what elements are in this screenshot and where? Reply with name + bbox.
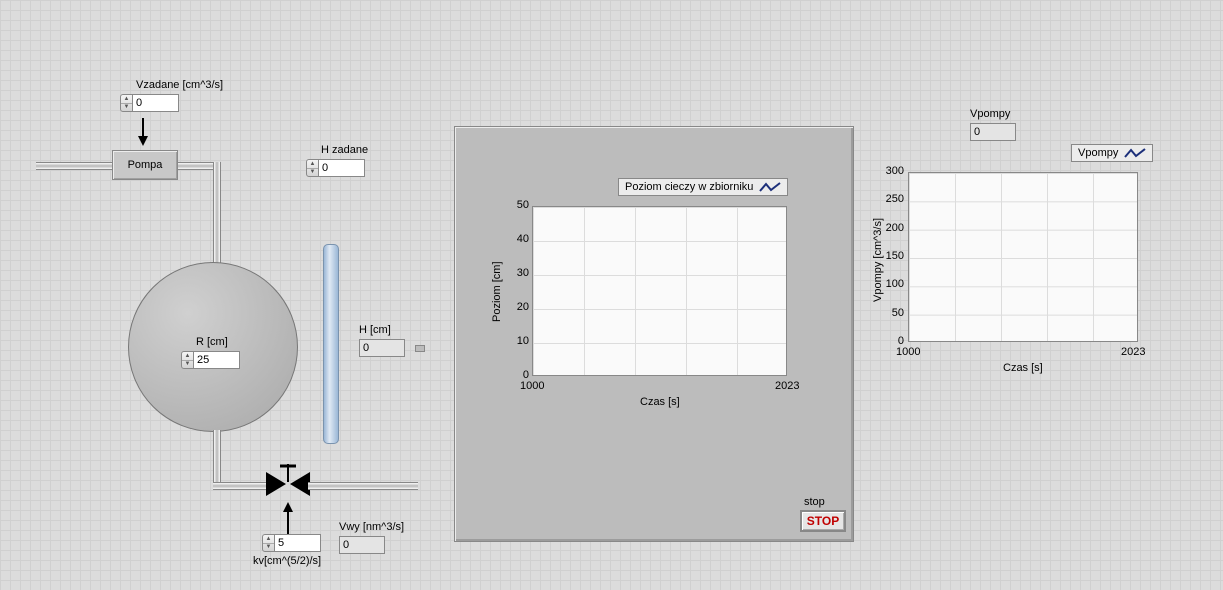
stop-label: stop <box>804 496 825 508</box>
decrement-icon[interactable]: ▼ <box>263 544 274 552</box>
main-xlabel: Czas [s] <box>640 396 680 408</box>
vpompy-indicator: 0 <box>970 123 1016 141</box>
vzadane-label: Vzadane [cm^3/s] <box>136 79 223 91</box>
level-tube <box>323 244 339 444</box>
slider-grip[interactable] <box>415 345 425 352</box>
arrow-down-icon <box>138 136 148 146</box>
main-legend-label: Poziom cieczy w zbiorniku <box>625 181 753 193</box>
arrow-stem <box>142 118 144 138</box>
ytick: 10 <box>511 335 529 347</box>
legend-line-icon <box>759 181 781 193</box>
increment-icon[interactable]: ▲ <box>307 160 318 169</box>
r-value[interactable]: 25 <box>194 351 240 369</box>
legend-line-icon <box>1124 147 1146 159</box>
h-value: 0 <box>359 339 405 357</box>
ytick: 50 <box>511 199 529 211</box>
ytick: 150 <box>882 250 904 262</box>
increment-icon[interactable]: ▲ <box>263 535 274 544</box>
xtick: 2023 <box>775 380 799 392</box>
pipe <box>178 162 218 170</box>
ytick: 300 <box>882 165 904 177</box>
stop-button[interactable]: STOP <box>800 510 846 532</box>
vpompy-ylabel: Vpompy [cm^3/s] <box>872 218 884 302</box>
kv-value[interactable]: 5 <box>275 534 321 552</box>
stop-button-text: STOP <box>807 514 839 528</box>
vpompy-xlabel: Czas [s] <box>1003 362 1043 374</box>
pump-box: Pompa <box>112 150 178 180</box>
vpompy-plot-area <box>908 172 1138 342</box>
xtick: 2023 <box>1121 346 1145 358</box>
r-label: R [cm] <box>196 336 228 348</box>
kv-label: kv[cm^(5/2)/s] <box>253 555 321 567</box>
main-legend: Poziom cieczy w zbiorniku <box>618 178 788 196</box>
arrow-up-icon <box>283 502 293 512</box>
ytick: 250 <box>882 193 904 205</box>
hzadane-value[interactable]: 0 <box>319 159 365 177</box>
hzadane-spinner[interactable]: ▲▼ <box>306 159 319 177</box>
vwy-indicator: 0 <box>339 536 385 554</box>
hzadane-control[interactable]: ▲▼ 0 <box>306 159 365 177</box>
ytick: 50 <box>888 307 904 319</box>
main-plot-area <box>532 206 787 376</box>
pump-label: Pompa <box>128 159 163 171</box>
hzadane-label: H zadane <box>321 144 368 156</box>
xtick: 1000 <box>896 346 920 358</box>
increment-icon[interactable]: ▲ <box>182 352 193 361</box>
valve-icon <box>264 464 312 504</box>
h-indicator: 0 <box>359 339 405 357</box>
vwy-label: Vwy [nm^3/s] <box>339 521 404 533</box>
ytick: 100 <box>882 278 904 290</box>
ytick: 20 <box>511 301 529 313</box>
decrement-icon[interactable]: ▼ <box>182 361 193 369</box>
vpompy-label: Vpompy <box>970 108 1010 120</box>
pipe <box>213 162 221 272</box>
pipe <box>213 482 267 490</box>
main-ylabel: Poziom [cm] <box>491 261 503 322</box>
kv-spinner[interactable]: ▲▼ <box>262 534 275 552</box>
vpompy-legend-label: Vpompy <box>1078 147 1118 159</box>
ytick: 200 <box>882 222 904 234</box>
pipe <box>308 482 418 490</box>
pipe <box>213 430 221 484</box>
r-spinner[interactable]: ▲▼ <box>181 351 194 369</box>
vzadane-value[interactable]: 0 <box>133 94 179 112</box>
decrement-icon[interactable]: ▼ <box>307 169 318 177</box>
increment-icon[interactable]: ▲ <box>121 95 132 104</box>
pipe <box>36 162 113 170</box>
vzadane-control[interactable]: ▲▼ 0 <box>120 94 179 112</box>
vwy-value: 0 <box>339 536 385 554</box>
decrement-icon[interactable]: ▼ <box>121 104 132 112</box>
kv-control[interactable]: ▲▼ 5 <box>262 534 321 552</box>
ytick: 40 <box>511 233 529 245</box>
h-label: H [cm] <box>359 324 391 336</box>
r-control[interactable]: ▲▼ 25 <box>181 351 240 369</box>
vzadane-spinner[interactable]: ▲▼ <box>120 94 133 112</box>
vpompy-legend: Vpompy <box>1071 144 1153 162</box>
vpompy-value: 0 <box>970 123 1016 141</box>
ytick: 30 <box>511 267 529 279</box>
xtick: 1000 <box>520 380 544 392</box>
